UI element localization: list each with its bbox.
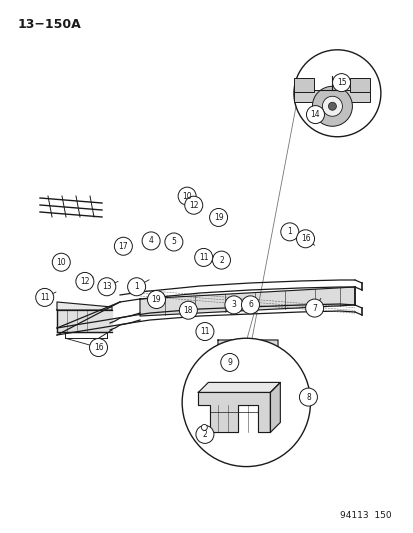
Polygon shape bbox=[198, 392, 270, 432]
Circle shape bbox=[184, 196, 202, 214]
Circle shape bbox=[89, 338, 107, 357]
Circle shape bbox=[182, 338, 310, 466]
Circle shape bbox=[312, 86, 351, 126]
Text: 15: 15 bbox=[336, 78, 346, 87]
Text: 3: 3 bbox=[231, 301, 236, 309]
Circle shape bbox=[212, 251, 230, 269]
Text: 8: 8 bbox=[305, 393, 310, 401]
Polygon shape bbox=[218, 340, 277, 368]
Circle shape bbox=[195, 322, 214, 341]
Circle shape bbox=[127, 278, 145, 296]
Circle shape bbox=[147, 290, 165, 309]
Circle shape bbox=[241, 296, 259, 314]
Text: 5: 5 bbox=[171, 238, 176, 246]
Polygon shape bbox=[140, 287, 354, 316]
Text: 14: 14 bbox=[310, 110, 320, 119]
Circle shape bbox=[164, 233, 183, 251]
Circle shape bbox=[76, 272, 94, 290]
Text: 16: 16 bbox=[300, 235, 310, 243]
Polygon shape bbox=[198, 382, 280, 392]
Circle shape bbox=[220, 353, 238, 372]
Circle shape bbox=[296, 230, 314, 248]
Circle shape bbox=[306, 106, 324, 124]
Text: 94113  150: 94113 150 bbox=[339, 511, 391, 520]
Text: 1: 1 bbox=[134, 282, 139, 291]
Circle shape bbox=[178, 187, 196, 205]
Circle shape bbox=[179, 301, 197, 319]
Text: 18: 18 bbox=[183, 306, 192, 314]
Circle shape bbox=[201, 424, 207, 431]
Circle shape bbox=[299, 388, 317, 406]
FancyBboxPatch shape bbox=[294, 78, 313, 92]
Text: 7: 7 bbox=[311, 304, 316, 312]
Circle shape bbox=[52, 253, 70, 271]
Text: 11: 11 bbox=[200, 327, 209, 336]
Circle shape bbox=[305, 299, 323, 317]
FancyBboxPatch shape bbox=[294, 90, 370, 102]
Text: 13−150A: 13−150A bbox=[18, 18, 81, 31]
Text: 6: 6 bbox=[247, 301, 252, 309]
Text: 4: 4 bbox=[148, 237, 153, 245]
Circle shape bbox=[328, 102, 336, 110]
Text: 9: 9 bbox=[227, 358, 232, 367]
Circle shape bbox=[142, 232, 160, 250]
Circle shape bbox=[36, 288, 54, 306]
Text: 1: 1 bbox=[287, 228, 292, 236]
Circle shape bbox=[114, 237, 132, 255]
Circle shape bbox=[97, 278, 116, 296]
Text: 12: 12 bbox=[189, 201, 198, 209]
Text: 13: 13 bbox=[102, 282, 112, 291]
Text: 10: 10 bbox=[182, 192, 192, 200]
Text: 19: 19 bbox=[151, 295, 161, 304]
Polygon shape bbox=[57, 302, 112, 310]
Circle shape bbox=[195, 425, 214, 443]
Text: 2: 2 bbox=[202, 430, 207, 439]
Text: 19: 19 bbox=[213, 213, 223, 222]
Text: 11: 11 bbox=[40, 293, 49, 302]
Text: 11: 11 bbox=[199, 253, 208, 262]
Circle shape bbox=[322, 96, 342, 116]
Polygon shape bbox=[57, 310, 112, 332]
Text: 2: 2 bbox=[218, 256, 223, 264]
Circle shape bbox=[194, 248, 212, 266]
Circle shape bbox=[280, 223, 298, 241]
Text: 17: 17 bbox=[118, 242, 128, 251]
Circle shape bbox=[293, 50, 380, 137]
FancyBboxPatch shape bbox=[349, 78, 370, 92]
Circle shape bbox=[332, 74, 350, 92]
Text: 16: 16 bbox=[93, 343, 103, 352]
Polygon shape bbox=[270, 382, 280, 432]
Circle shape bbox=[224, 296, 242, 314]
Text: 12: 12 bbox=[80, 277, 89, 286]
Text: 10: 10 bbox=[56, 258, 66, 266]
Circle shape bbox=[209, 208, 227, 227]
